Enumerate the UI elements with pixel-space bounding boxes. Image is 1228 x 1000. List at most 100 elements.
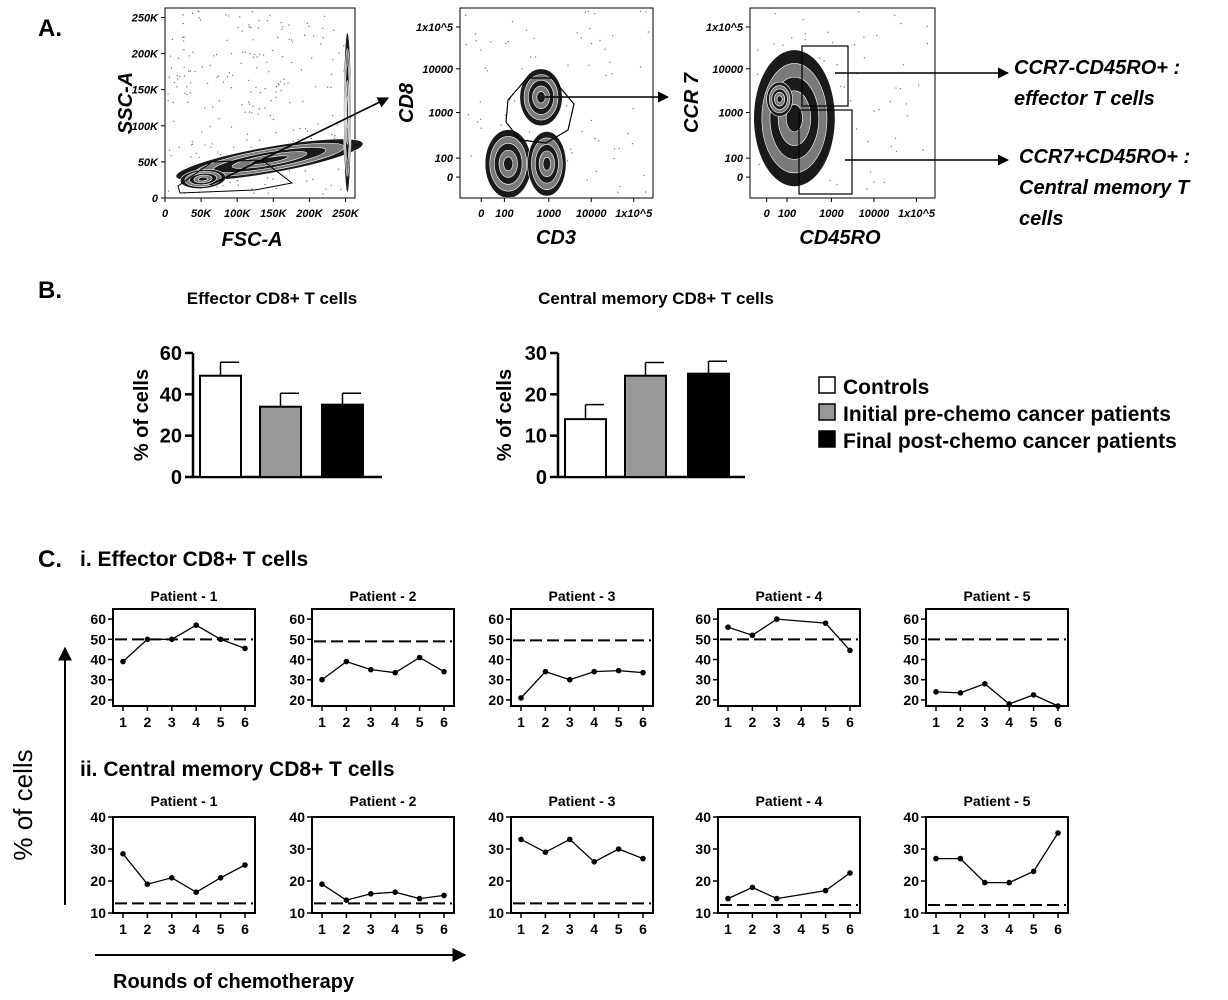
flow-event-dot [270,99,272,102]
line-chart-y-tick-label: 40 [903,652,919,668]
line-chart-point [640,855,646,862]
flow-event-dot [246,139,248,141]
flow-x-tick-label: 50K [191,208,212,220]
flow-event-dot [873,110,875,112]
line-chart-y-tick-label: 30 [903,672,919,688]
line-chart-point [1030,692,1037,698]
line-chart-point [591,859,597,865]
flow-event-dot [528,131,531,133]
line-chart-point [591,668,597,675]
flow-event-dot [617,191,619,193]
flow-event-dot [756,73,759,76]
flow-event-dot [275,187,277,190]
flow-gate-central [798,109,853,195]
flow-event-dot [266,19,269,22]
flow-event-dot [237,26,239,29]
flow-event-dot [210,146,212,148]
flow-xlabel: CD45RO [799,227,881,249]
flow-event-dot [829,179,831,182]
line-chart-y-tick-label: 60 [903,611,919,627]
flow-event-dot [248,103,251,105]
line-chart-point [392,669,399,676]
flow-event-dot [244,51,246,54]
flow-event-dot [211,143,213,145]
flow-event-dot [325,188,327,190]
line-chart-y-tick-label: 30 [289,841,305,857]
flow-x-tick-label: 10000 [859,208,890,220]
line-chart-y-tick-label: 10 [90,905,106,921]
flow-event-dot [281,55,284,58]
line-chart-frame [925,816,1069,914]
flow-event-dot [230,52,233,55]
line-chart-point [193,889,199,895]
flow-event-dot [288,24,290,26]
flow-event-dot [618,147,620,150]
line-chart-point [441,668,447,675]
flow-event-dot [773,43,775,45]
flow-event-dot [507,40,510,43]
flow-event-dot [257,27,260,29]
line-chart-x-tick-label: 3 [168,714,176,730]
flow-event-dot [288,38,290,41]
line-chart-point [368,891,374,897]
bar [199,374,242,479]
flow-event-dot [262,54,265,56]
line-chart-y-tick-label: 30 [90,841,106,857]
flow-event-dot [281,28,283,30]
flow-event-dot [584,11,587,14]
flow-event-dot [581,130,583,133]
flow-event-dot [266,61,268,64]
flow-event-dot [250,26,252,29]
line-chart-y-tick-label: 60 [488,611,504,627]
flow-event-dot [883,181,886,184]
line-chart-x-tick-label: 4 [192,921,200,937]
flow-event-dot [895,150,898,153]
flow-event-dot [836,183,838,186]
flow-event-dot [292,140,295,142]
line-chart-x-tick-label: 3 [981,921,989,937]
bar-chart-y-tick-label: 20 [160,426,182,448]
flow-event-dot [191,140,193,143]
flow-x-tick-label: 10000 [576,208,607,220]
flow-event-dot [248,111,251,113]
flow-event-dot [241,51,244,53]
flow-event-dot [187,101,189,104]
flow-event-dot [843,86,845,88]
flow-x-tick-label: 250K [331,208,359,220]
flow-event-dot [605,74,607,77]
line-chart-point [542,849,549,855]
flow-event-dot [533,37,535,40]
line-chart-point [144,636,151,643]
line-chart-x-tick-label: 4 [391,714,399,730]
line-chart-point [933,689,939,695]
bar-chart-y-tick-label: 20 [525,384,547,406]
line-chart-x-tick-label: 3 [367,714,375,730]
flow-event-dot [176,75,179,77]
flow-event-dot [170,154,172,157]
flow-event-dot [222,81,225,83]
flow-event-dot [252,39,254,41]
bar-chart-y-tick-label: 60 [160,343,182,365]
flow-event-dot [218,118,220,120]
flow-event-dot [272,118,275,121]
flow-event-dot [186,86,188,88]
line-chart-y-tick-label: 20 [90,692,106,708]
line-chart-frame [112,816,256,914]
flow-event-dot [831,41,834,44]
flow-event-dot [275,91,277,93]
line-chart-effector-patient-5: Patient - 5 20 30 40 50 60 1 2 3 4 5 6 [903,588,1069,730]
flow-xlabel: FSC-A [221,229,282,251]
flow-event-dot [758,163,760,165]
flow-event-dot [195,152,197,154]
flow-event-dot [580,37,582,39]
flow-event-dot [334,135,336,137]
flow-event-dot [464,14,467,16]
line-chart-point [822,620,829,626]
line-chart-y-tick-label: 40 [289,809,305,825]
flow-event-dot [304,128,307,130]
flow-event-dot [639,10,642,13]
line-chart-y-tick-label: 10 [903,905,919,921]
flow-event-dot [211,106,214,108]
line-chart-x-tick-label: 1 [724,714,732,730]
flow-event-dot [247,101,250,103]
